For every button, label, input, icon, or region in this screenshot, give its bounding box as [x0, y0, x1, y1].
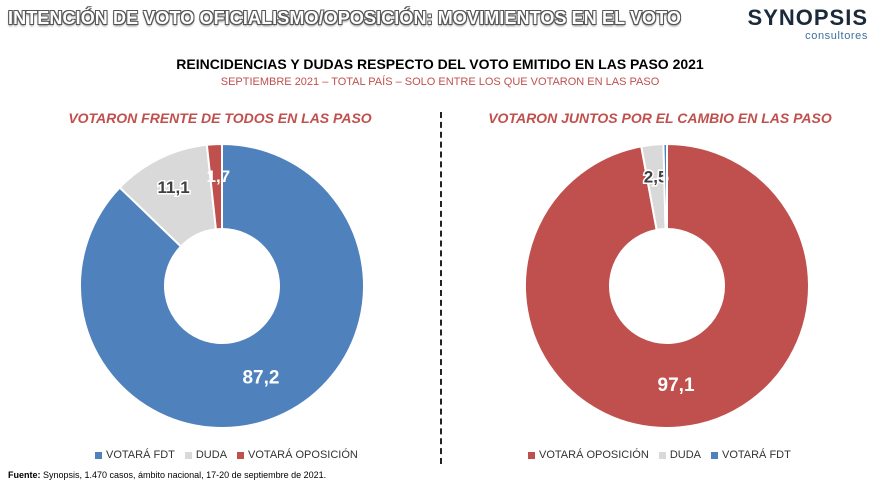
legend-item-0-2: VOTARÁ OPOSICIÓN	[237, 449, 358, 461]
legend-label: DUDA	[669, 449, 701, 461]
donut-slice-1-2	[662, 142, 668, 231]
legend-item-1-0: VOTARÁ OPOSICIÓN	[528, 449, 649, 461]
legend-swatch	[237, 451, 245, 459]
data-label-0-1: 11,1	[158, 178, 190, 197]
data-label-0-0: 87,2	[242, 368, 279, 389]
data-label-0-2: 1,7	[207, 167, 231, 186]
left-chart-title: VOTARON FRENTE DE TODOS EN LAS PASO	[68, 110, 372, 126]
right-chart-legend: VOTARÁ OPOSICIÓN DUDA VOTARÁ FDT	[528, 449, 801, 461]
panel-divider	[440, 112, 442, 464]
legend-label: VOTARÁ FDT	[721, 449, 791, 461]
right-chart-title: VOTARON JUNTOS POR EL CAMBIO EN LAS PASO	[488, 110, 832, 126]
logo-main-text: SYNOPSIS	[747, 5, 868, 30]
left-chart-legend: VOTARÁ FDT DUDA VOTARÁ OPOSICIÓN	[95, 449, 368, 461]
legend-label: VOTARÁ OPOSICIÓN	[539, 449, 649, 461]
donut-slice-0-0	[79, 142, 365, 429]
data-label-1-1: 2,5	[644, 168, 668, 187]
legend-label: VOTARÁ FDT	[106, 449, 175, 461]
legend-item-1-1: DUDA	[658, 449, 701, 461]
donut-slice-1-0	[524, 142, 810, 429]
legend-swatch	[528, 451, 535, 459]
legend-item-0-0: VOTARÁ FDT	[95, 449, 175, 461]
legend-label: DUDA	[195, 449, 228, 461]
synopsis-logo: SYNOPSIS consultores	[747, 5, 868, 43]
legend-swatch	[95, 451, 102, 459]
legend-swatch	[184, 451, 192, 459]
logo-sub-text: consultores	[805, 30, 868, 42]
page-title: INTENCIÓN DE VOTO OFICIALISMO/OPOSICIÓN:…	[8, 8, 682, 28]
chart-subtitle-detail: SEPTIEMBRE 2021 – TOTAL PAÍS – SOLO ENTR…	[220, 76, 660, 88]
chart-subtitle: REINCIDENCIAS Y DUDAS RESPECTO DEL VOTO …	[176, 56, 704, 72]
legend-swatch	[658, 451, 666, 459]
source-note: Fuente: Synopsis, 1.470 casos, ámbito na…	[8, 470, 326, 480]
source-label: Fuente:	[8, 470, 41, 480]
legend-item-1-2: VOTARÁ FDT	[710, 449, 791, 461]
legend-swatch	[710, 451, 718, 459]
data-label-1-0: 97,1	[658, 375, 695, 396]
legend-label: VOTARÁ OPOSICIÓN	[248, 449, 358, 461]
legend-item-0-1: DUDA	[184, 449, 228, 461]
source-text: Synopsis, 1.470 casos, ámbito nacional, …	[40, 470, 327, 480]
donut-slice-0-2	[205, 142, 223, 231]
